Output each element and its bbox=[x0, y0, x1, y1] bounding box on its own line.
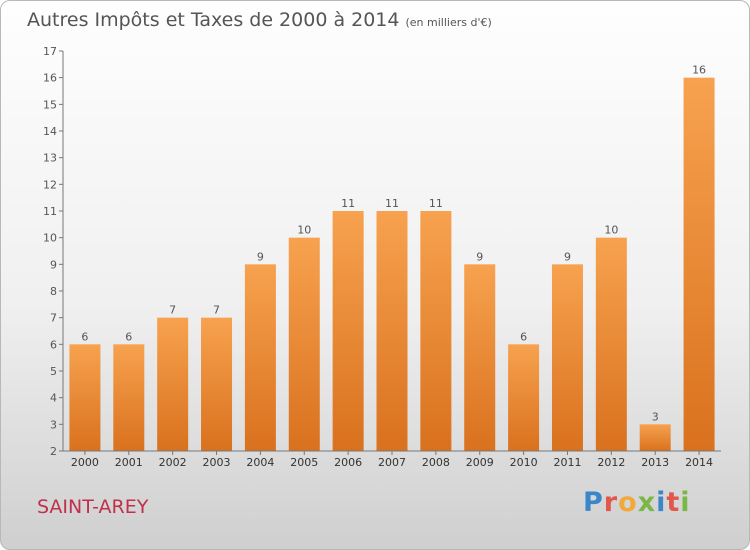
bar bbox=[332, 211, 364, 451]
proxiti-logo: Proxiti bbox=[583, 487, 691, 518]
logo-letter: r bbox=[603, 487, 619, 518]
y-tick-label: 8 bbox=[50, 285, 57, 298]
data-label: 11 bbox=[341, 197, 355, 210]
x-tick-label: 2000 bbox=[71, 456, 99, 469]
x-tick-label: 2001 bbox=[115, 456, 143, 469]
logo-letter: o bbox=[618, 487, 638, 518]
data-label: 16 bbox=[692, 64, 706, 77]
logo-letter: x bbox=[637, 487, 657, 518]
y-tick-label: 10 bbox=[43, 232, 57, 245]
x-tick-label: 2008 bbox=[422, 456, 450, 469]
bar bbox=[639, 424, 671, 451]
data-label: 7 bbox=[213, 304, 220, 317]
bar bbox=[683, 77, 715, 452]
y-axis: 2 3 4 5 6 7 8 9 10 11 12 13 14 15 16 17 bbox=[43, 45, 64, 458]
y-tick-label: 14 bbox=[43, 125, 57, 138]
y-tick-label: 9 bbox=[50, 258, 57, 271]
bar bbox=[201, 317, 233, 451]
x-tick-label: 2011 bbox=[553, 456, 581, 469]
bar bbox=[113, 344, 145, 451]
logo-letter: i bbox=[680, 487, 691, 518]
bar bbox=[244, 264, 276, 451]
bars-group: 6 6 7 7 9 10 11 11 11 9 6 9 10 3 16 bbox=[69, 64, 715, 452]
y-tick-label: 12 bbox=[43, 178, 57, 191]
y-tick-label: 17 bbox=[43, 45, 57, 58]
data-label: 6 bbox=[81, 330, 88, 343]
data-label: 11 bbox=[385, 197, 399, 210]
data-label: 6 bbox=[125, 330, 132, 343]
bar bbox=[508, 344, 540, 451]
chart-title-text: Autres Impôts et Taxes de 2000 à 2014 bbox=[27, 9, 400, 31]
x-tick-label: 2003 bbox=[203, 456, 231, 469]
logo-letter: i bbox=[656, 487, 667, 518]
y-tick-label: 15 bbox=[43, 98, 57, 111]
data-label: 9 bbox=[476, 250, 483, 263]
y-tick-label: 5 bbox=[50, 365, 57, 378]
data-label: 11 bbox=[429, 197, 443, 210]
bar bbox=[464, 264, 496, 451]
bar bbox=[288, 237, 320, 451]
data-label: 9 bbox=[257, 250, 264, 263]
data-label: 10 bbox=[604, 224, 618, 237]
y-tick-label: 7 bbox=[50, 312, 57, 325]
x-tick-label: 2004 bbox=[246, 456, 274, 469]
y-tick-label: 16 bbox=[43, 72, 57, 85]
data-label: 9 bbox=[564, 250, 571, 263]
data-label: 10 bbox=[297, 224, 311, 237]
x-tick-label: 2007 bbox=[378, 456, 406, 469]
chart-title: Autres Impôts et Taxes de 2000 à 2014 (en… bbox=[27, 9, 492, 31]
x-tick-label: 2010 bbox=[510, 456, 538, 469]
x-tick-label: 2014 bbox=[685, 456, 713, 469]
bar bbox=[69, 344, 101, 451]
logo-letter: t bbox=[666, 487, 681, 518]
bar bbox=[595, 237, 627, 451]
commune-name: SAINT-AREY bbox=[37, 496, 149, 518]
bar bbox=[157, 317, 189, 451]
x-tick-label: 2005 bbox=[290, 456, 318, 469]
x-tick-label: 2002 bbox=[159, 456, 187, 469]
chart-unit: (en milliers d'€) bbox=[405, 16, 492, 29]
x-tick-label: 2006 bbox=[334, 456, 362, 469]
y-tick-label: 3 bbox=[50, 418, 57, 431]
y-tick-label: 6 bbox=[50, 338, 57, 351]
x-axis: 2000 2001 2002 2003 2004 2005 2006 2007 2008 2009… bbox=[63, 450, 721, 469]
bar bbox=[376, 211, 408, 451]
y-tick-label: 2 bbox=[50, 445, 57, 458]
data-label: 3 bbox=[652, 410, 659, 423]
x-tick-label: 2013 bbox=[641, 456, 669, 469]
bar bbox=[420, 211, 452, 451]
data-label: 6 bbox=[520, 330, 527, 343]
x-tick-label: 2012 bbox=[597, 456, 625, 469]
y-tick-label: 13 bbox=[43, 152, 57, 165]
y-tick-label: 11 bbox=[43, 205, 57, 218]
data-label: 7 bbox=[169, 304, 176, 317]
y-tick-label: 4 bbox=[50, 392, 57, 405]
bar bbox=[551, 264, 583, 451]
logo-letter: P bbox=[583, 487, 604, 518]
x-tick-label: 2009 bbox=[466, 456, 494, 469]
